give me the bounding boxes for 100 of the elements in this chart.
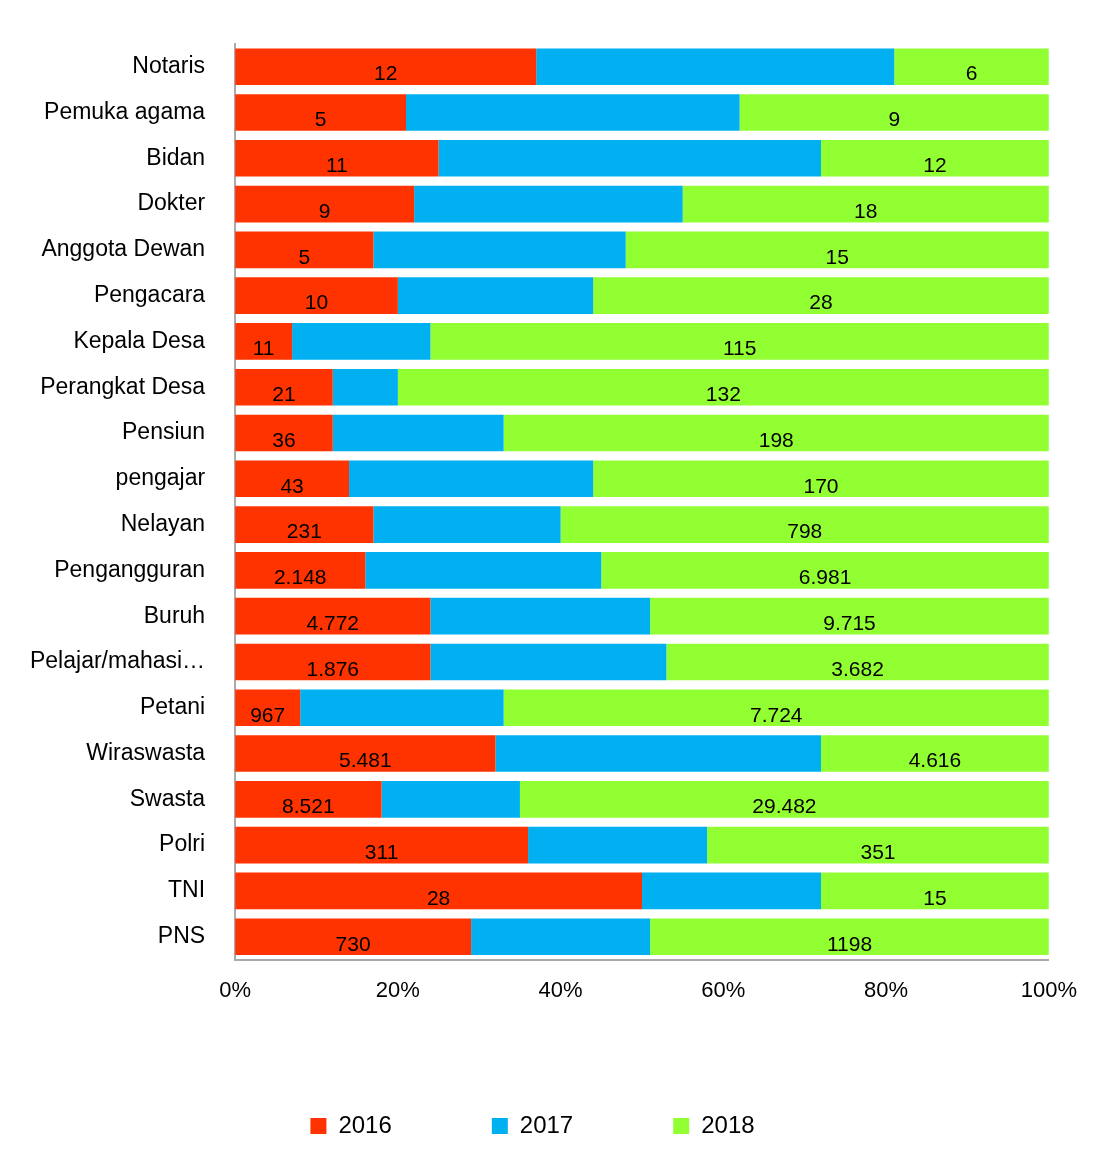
bar (235, 94, 407, 131)
annotation: 351 (860, 839, 896, 863)
bar (821, 872, 1049, 910)
bar (650, 597, 1049, 635)
legend-label: 2016 (338, 1110, 392, 1138)
annotation: 15 (825, 244, 849, 268)
y-tick-label: Kepala Desa (73, 326, 206, 353)
bar (593, 460, 1049, 498)
bar (235, 139, 439, 177)
annotation: 12 (373, 61, 398, 85)
bar (235, 48, 537, 86)
bar (373, 231, 626, 269)
bar (438, 139, 822, 177)
bar (821, 139, 1049, 177)
bar (373, 506, 561, 543)
bar (625, 231, 1049, 269)
y-tick-label: Nelayan (120, 509, 206, 536)
bar (300, 689, 504, 727)
bar (235, 506, 374, 543)
bar (707, 826, 1049, 864)
annotation: 1198 (826, 931, 873, 955)
annotation: 5 (298, 244, 311, 268)
bar (560, 506, 1049, 543)
annotation: 9.715 (823, 610, 876, 634)
bar (235, 552, 366, 589)
annotation: 8.521 (282, 794, 335, 818)
y-tick-label: Pelajar/mahasi… (29, 647, 206, 674)
bar (235, 460, 350, 498)
annotation: 1.876 (306, 656, 360, 680)
annotation: 29.482 (752, 794, 817, 818)
annotation: 5.481 (339, 748, 392, 772)
y-tick-label: Pemuka agama (44, 97, 206, 124)
annotation: 10 (304, 290, 329, 314)
bar (894, 48, 1049, 86)
bar (821, 735, 1049, 772)
x-tick-label: 100% (1020, 976, 1078, 1002)
y-tick-label: Bidan (146, 143, 206, 170)
annotation: 231 (286, 519, 322, 543)
y-tick-label: Buruh (143, 601, 206, 628)
annotation: 11 (325, 153, 348, 177)
y-tick-label: Petani (139, 693, 206, 720)
bar (235, 918, 472, 956)
bar (430, 643, 667, 681)
annotation: 4.772 (306, 610, 360, 634)
y-tick-label: Perangkat Desa (40, 372, 206, 399)
annotation: 132 (705, 382, 741, 406)
bar (365, 552, 602, 589)
bar (235, 231, 374, 269)
annotation: 9 (888, 107, 901, 131)
bar (495, 735, 822, 772)
annotation: 28 (426, 885, 451, 909)
y-tick-label: Pensiun (122, 418, 206, 445)
bar (642, 872, 822, 910)
annotation: 4.616 (908, 748, 962, 772)
bar (536, 48, 895, 86)
y-tick-label: pengajar (115, 464, 206, 491)
annotation: 730 (335, 931, 371, 955)
bar (332, 368, 398, 406)
legend-label: 2017 (519, 1110, 574, 1138)
annotation: 7.724 (749, 702, 803, 726)
annotation: 3.682 (831, 656, 884, 680)
y-tick-label: Notaris (132, 52, 206, 79)
bar (235, 323, 293, 360)
x-tick-label: 80% (864, 976, 909, 1002)
x-tick-label: 60% (701, 976, 746, 1002)
y-tick-label: Swasta (129, 784, 206, 811)
bar (332, 414, 504, 452)
annotation: 43 (280, 473, 304, 497)
bar (235, 368, 333, 406)
bar (235, 735, 496, 772)
bar (430, 597, 651, 635)
annotation: 11 (252, 336, 275, 360)
bar (235, 781, 382, 818)
bar (601, 552, 1049, 589)
bar (666, 643, 1049, 681)
bar (430, 323, 1049, 360)
x-tick-label: 40% (538, 976, 583, 1002)
bar (235, 826, 529, 864)
bar (682, 185, 1049, 223)
y-tick-label: TNI (168, 876, 206, 903)
bar (650, 918, 1049, 956)
y-tick-label: Polri (159, 830, 206, 857)
annotation: 9 (318, 198, 331, 222)
y-tick-label: Pengacara (93, 280, 206, 307)
bar (235, 597, 431, 635)
bar (349, 460, 594, 498)
y-tick-label: Anggota Dewan (41, 235, 206, 262)
annotation: 311 (364, 839, 399, 863)
bar (471, 918, 651, 956)
bar (397, 368, 1049, 406)
annotation: 28 (809, 290, 833, 314)
annotation: 15 (923, 885, 947, 909)
annotation: 36 (272, 427, 296, 451)
bar (414, 185, 683, 223)
bar (406, 94, 740, 131)
x-tick-label: 20% (375, 976, 420, 1002)
bar (235, 277, 398, 314)
annotation: 21 (272, 382, 296, 406)
annotation: 18 (854, 198, 878, 222)
bar (235, 872, 642, 910)
